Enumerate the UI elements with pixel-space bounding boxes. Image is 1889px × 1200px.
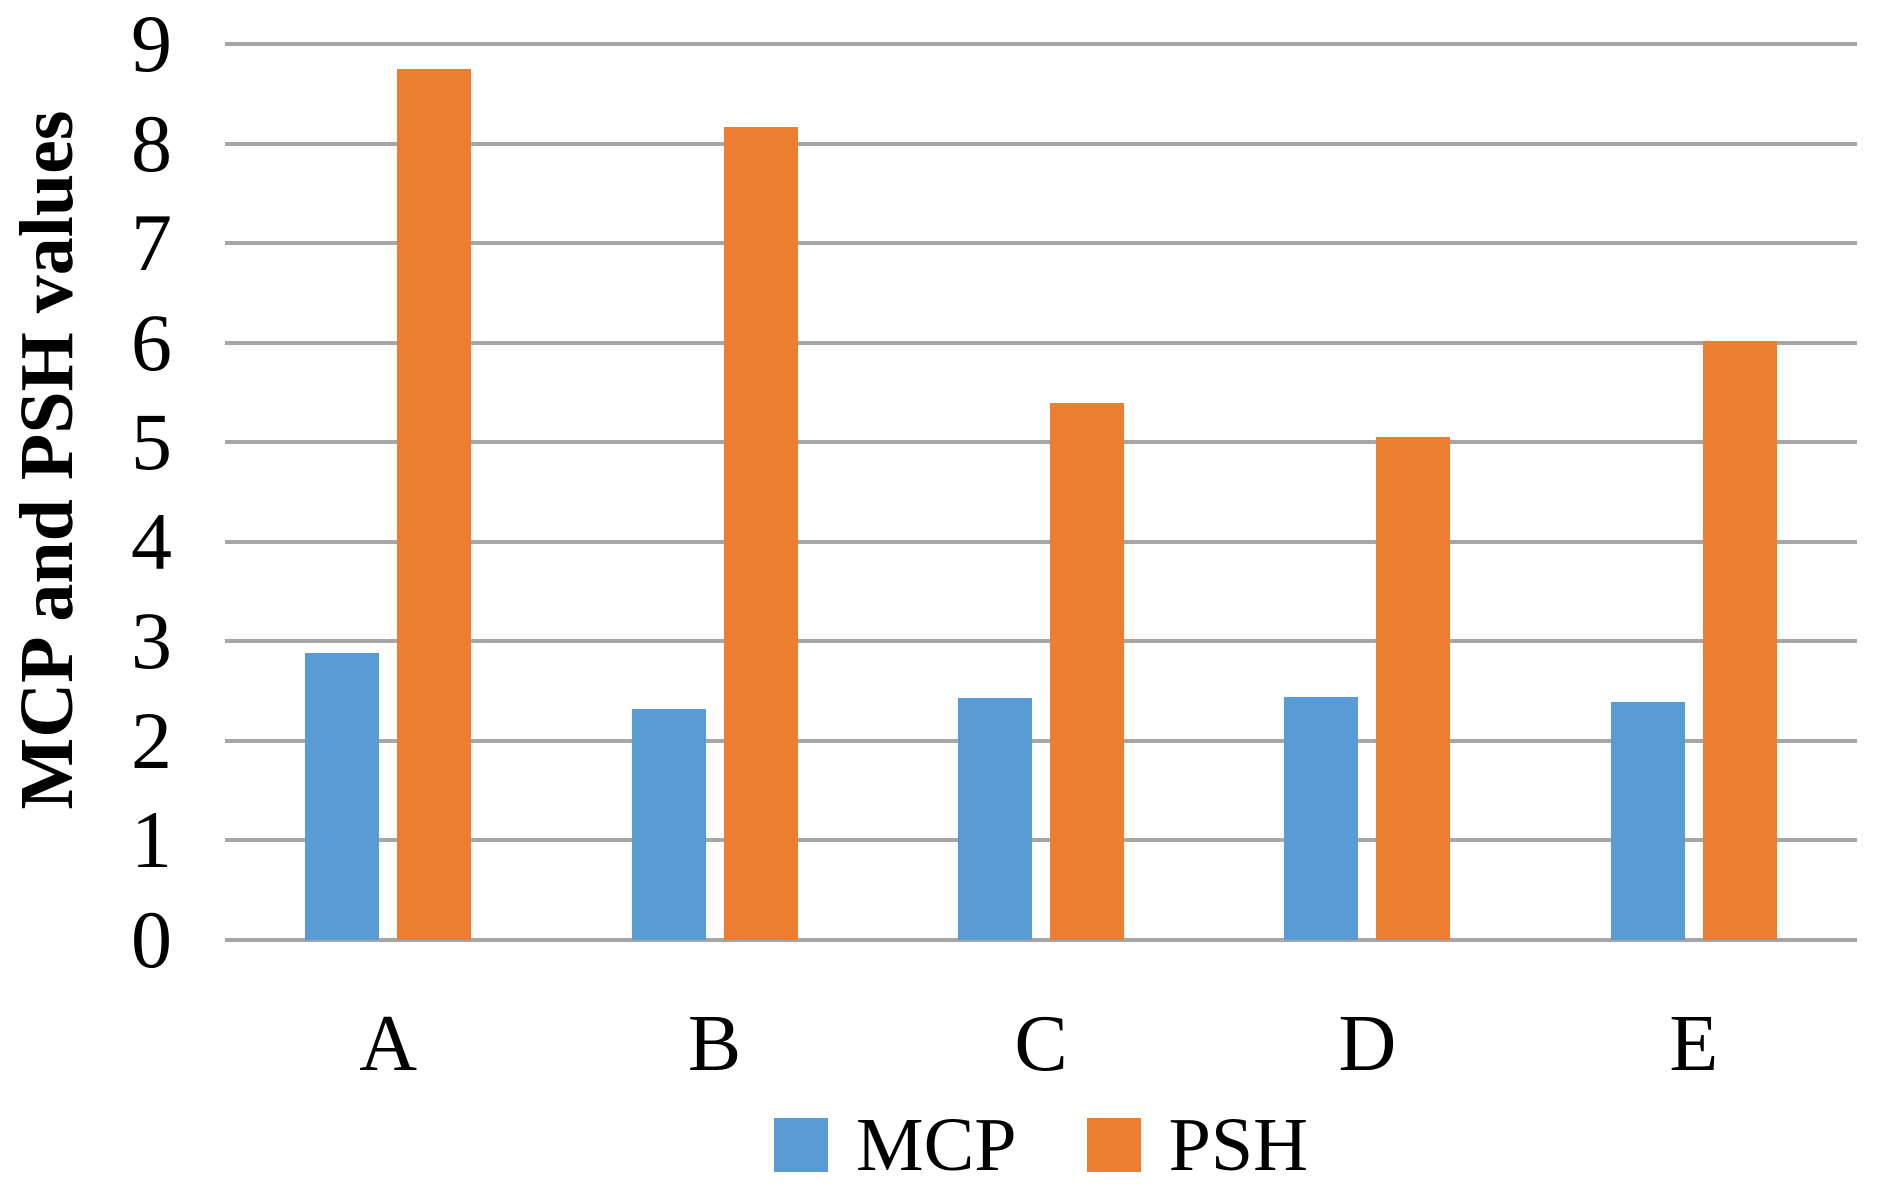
gridline	[225, 440, 1857, 445]
y-tick-label: 3	[131, 595, 172, 687]
category-label-e: E	[1669, 1000, 1719, 1088]
y-tick-label: 9	[131, 0, 172, 89]
y-tick-label: 7	[131, 197, 172, 289]
bar-psh-d	[1376, 437, 1451, 940]
y-tick-label: 2	[131, 694, 172, 786]
y-tick-label: 5	[131, 396, 172, 488]
category-label-c: C	[1014, 1000, 1068, 1088]
gridline	[225, 838, 1857, 843]
bar-mcp-d	[1284, 697, 1359, 940]
y-tick-label: 1	[131, 794, 172, 886]
bar-psh-b	[723, 126, 798, 940]
gridline	[225, 639, 1857, 644]
bar-mcp-b	[631, 709, 706, 940]
gridline	[225, 738, 1857, 743]
gridline	[225, 340, 1857, 345]
legend: MCP PSH	[225, 1100, 1857, 1190]
bar-psh-c	[1050, 403, 1124, 940]
bar-mcp-a	[305, 653, 380, 940]
legend-item-psh: PSH	[1086, 1103, 1308, 1187]
y-tick-label: 6	[131, 296, 172, 388]
gridline	[225, 141, 1857, 146]
gridline	[225, 241, 1857, 246]
legend-label-mcp: MCP	[856, 1103, 1017, 1187]
category-label-b: B	[687, 1000, 742, 1088]
legend-item-mcp: MCP	[774, 1107, 1017, 1183]
x-axis-line	[225, 938, 1857, 942]
legend-swatch-mcp	[774, 1118, 829, 1172]
y-tick-label: 8	[131, 97, 172, 189]
gridline	[225, 539, 1857, 544]
legend-label-psh: PSH	[1168, 1103, 1308, 1187]
y-tick-label: 4	[131, 495, 172, 587]
category-label-d: D	[1338, 1000, 1397, 1088]
y-tick-label: 0	[131, 894, 172, 985]
bar-psh-e	[1702, 340, 1777, 940]
bar-mcp-c	[958, 698, 1032, 940]
bar-psh-a	[397, 68, 472, 940]
gridline	[225, 42, 1857, 46]
legend-swatch-psh	[1086, 1118, 1141, 1172]
category-label-a: A	[359, 1000, 418, 1088]
bar-mcp-e	[1610, 702, 1685, 940]
